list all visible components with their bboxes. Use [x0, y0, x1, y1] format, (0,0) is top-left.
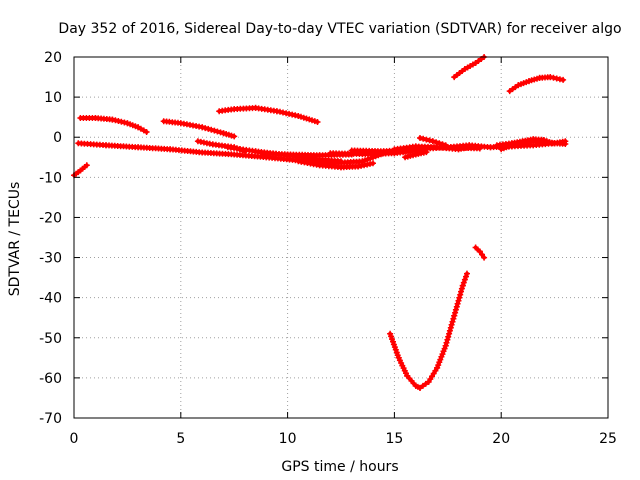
data-point	[314, 119, 321, 125]
series-arc-c	[77, 115, 150, 135]
data-point	[423, 149, 430, 156]
series-arc-m	[402, 149, 430, 161]
x-tick-label: 25	[599, 431, 617, 447]
y-tick-label: -20	[39, 210, 62, 226]
y-tick-label: -40	[39, 291, 62, 307]
chart-title: Day 352 of 2016, Sidereal Day-to-day VTE…	[58, 21, 621, 37]
y-axis-title: SDTVAR / TECUs	[7, 182, 23, 297]
data-point	[448, 321, 455, 328]
series-arc-s	[472, 244, 488, 261]
data-point	[426, 137, 433, 144]
data-point	[214, 128, 221, 135]
data-point	[456, 294, 463, 301]
data-point	[454, 300, 461, 307]
data-point	[443, 339, 450, 346]
data-point	[205, 125, 212, 132]
data-point	[452, 306, 459, 313]
data-point	[447, 324, 454, 331]
series-arc-r	[387, 270, 470, 391]
data-point	[118, 118, 125, 125]
y-tick-label: -30	[39, 251, 62, 267]
data-series	[71, 54, 569, 391]
y-tick-label: -10	[39, 170, 62, 186]
data-point	[417, 135, 423, 141]
data-point	[460, 279, 467, 286]
data-point	[461, 276, 468, 283]
data-point	[449, 318, 456, 325]
data-point	[458, 288, 464, 295]
data-point	[439, 351, 446, 358]
data-point	[464, 270, 470, 277]
data-point	[370, 160, 376, 167]
x-tick-label: 10	[279, 431, 297, 447]
y-tick-label: -60	[39, 371, 62, 387]
data-point	[451, 312, 458, 319]
data-point	[457, 291, 464, 298]
data-point	[450, 315, 457, 322]
x-tick-label: 0	[70, 431, 79, 447]
data-point	[481, 254, 488, 261]
data-point	[217, 129, 224, 136]
data-point	[435, 362, 442, 369]
x-tick-label: 15	[385, 431, 403, 447]
plot-frame	[73, 56, 609, 419]
y-tick-label: 0	[53, 130, 62, 146]
data-point	[458, 285, 465, 292]
data-point	[211, 127, 218, 134]
data-point	[423, 136, 430, 143]
data-point	[560, 76, 567, 83]
data-point	[446, 327, 453, 334]
x-axis-title: GPS time / hours	[281, 459, 398, 475]
data-point	[298, 113, 304, 120]
series-arc-f	[216, 104, 321, 125]
data-point	[463, 273, 469, 280]
data-point	[433, 139, 440, 146]
data-point	[429, 138, 436, 145]
data-point	[436, 140, 443, 147]
data-point	[434, 364, 441, 371]
data-point	[420, 135, 427, 142]
y-tick-label: -70	[39, 411, 62, 427]
x-tick-label: 20	[492, 431, 510, 447]
data-point	[199, 124, 206, 131]
series-arc-i	[295, 158, 376, 171]
data-point	[309, 117, 315, 124]
data-point	[303, 115, 310, 122]
data-point	[444, 336, 451, 343]
data-point	[338, 158, 344, 165]
y-tick-label: -50	[39, 331, 62, 347]
series-arc-t	[451, 54, 488, 81]
x-tick-label: 5	[176, 431, 185, 447]
data-point	[208, 126, 215, 133]
grid	[74, 57, 608, 418]
data-point	[441, 345, 448, 352]
y-tick-label: 10	[44, 90, 62, 106]
data-point	[459, 282, 466, 289]
data-point	[446, 330, 453, 337]
data-point	[455, 297, 462, 304]
series-arc-u	[506, 74, 567, 95]
y-tick-label: 20	[44, 50, 62, 66]
data-point	[453, 303, 460, 310]
axis-ticks: 0 5 10 15 20 25 -70 -60 -50 -40 -30 -20 -10 0 10 20	[39, 50, 617, 447]
data-point	[437, 356, 444, 363]
data-point	[479, 251, 485, 258]
data-point	[442, 342, 449, 349]
series-arc-q	[498, 138, 569, 153]
data-point	[231, 133, 238, 140]
data-point	[202, 125, 209, 132]
data-point	[439, 141, 446, 148]
data-point	[143, 129, 150, 135]
series-arc-d	[160, 118, 238, 140]
data-point	[452, 309, 459, 316]
data-point	[445, 333, 452, 340]
data-point	[83, 162, 90, 169]
data-point	[562, 141, 569, 147]
